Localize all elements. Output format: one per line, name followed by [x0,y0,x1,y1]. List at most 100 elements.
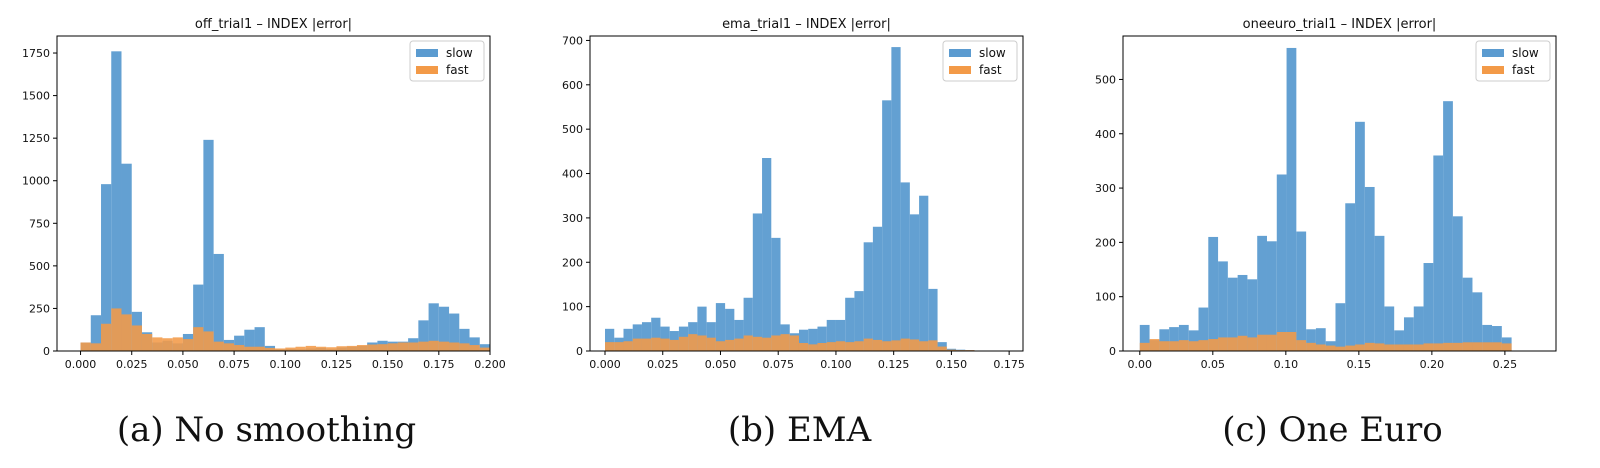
y-tick-label: 0 [43,345,50,358]
bar-slow [706,322,716,351]
bar-fast [946,349,957,351]
bar-slow [909,214,920,351]
y-tick-label: 1500 [22,90,50,103]
x-tick-label: 0.125 [321,358,353,371]
bar-slow [1355,121,1365,351]
bar-fast [315,346,327,351]
bar-fast [734,338,744,351]
x-tick-label: 0.100 [270,358,302,371]
bar-fast [1433,343,1444,351]
x-tick-label: 0.075 [218,358,250,371]
x-tick-label: 0.200 [474,358,506,371]
x-tick-label: 0.00 [1128,358,1153,371]
bar-slow [1276,174,1287,351]
histogram-c: oneeuro_trial1 – INDEX |error| 0 100 200 300… [1095,17,1557,371]
bar-fast [1266,334,1277,351]
bar-slow [121,163,132,351]
bar-fast [900,338,910,351]
legend-swatch-slow [949,49,971,57]
x-tick-label: 0.175 [423,358,455,371]
bar-slow [752,213,763,351]
legend-swatch-fast [949,66,971,74]
x-tick-label: 0.075 [762,358,794,371]
bar-fast [367,344,378,351]
bar-fast [688,334,698,351]
bar-slow [1247,279,1258,351]
y-tick-label: 300 [1095,182,1116,195]
bar-fast [1257,334,1267,351]
chart-title: off_trial1 – INDEX |error| [195,17,352,32]
bar-fast [725,339,735,351]
bar-slow [835,319,846,351]
bar-slow [1306,329,1316,351]
bar-fast [1169,341,1179,351]
bar-fast [660,338,670,351]
y-tick-label: 400 [562,168,583,181]
y-tick-label: 700 [562,34,583,47]
bar-slow [743,297,753,351]
panel-a: off_trial1 – INDEX |error| 0 250 500 750 1000… [0,0,533,468]
bar-fast [1394,344,1404,351]
bar-fast [715,341,726,351]
chart-title: ema_trial1 – INDEX |error| [722,17,891,32]
bar-fast [387,343,398,351]
bar-fast [1315,344,1326,351]
y-tick-label: 600 [562,79,583,92]
bar-fast [1188,341,1199,351]
bar-slow [418,320,429,351]
bar-fast [1443,342,1453,351]
bar-slow [203,139,214,351]
bar-slow [1462,277,1473,351]
bar-slow [1159,329,1170,351]
bar-fast [90,343,102,351]
bar-fast [1384,344,1395,351]
bar-slow [623,328,633,351]
bar-fast [817,343,827,351]
bar-fast [780,334,790,351]
bar-slow [1169,327,1179,351]
bar-fast [743,335,753,351]
bar-fast [1501,343,1512,351]
bar-fast [919,341,929,351]
bar-slow [725,308,735,351]
bar-slow [715,303,726,351]
bar-fast [1403,344,1414,351]
bar-fast [771,335,781,351]
bar-fast [1237,335,1248,351]
bar-fast [213,341,224,351]
legend: slow fast [942,40,1018,82]
legend-label-slow: slow [979,46,1006,60]
bar-fast [1452,342,1463,351]
bar-fast [141,333,153,351]
bar-fast [1159,341,1170,351]
bar-fast [614,342,624,351]
bar-slow [798,329,809,351]
x-tick-label: 0.125 [878,358,910,371]
bar-fast [346,345,357,351]
bar-slow [1492,326,1502,351]
x-tick-label: 0.150 [372,358,404,371]
bar-fast [1325,345,1336,351]
bar-slow [632,324,642,351]
bar-fast [285,347,296,351]
y-tick-label: 500 [562,123,583,136]
x-tick-label: 0.050 [705,358,737,371]
bar-slow [641,322,652,351]
bar-slow [771,237,781,351]
bar-slow [1413,306,1424,351]
bar-fast [449,342,460,351]
y-tick-label: 300 [562,212,583,225]
legend-label-fast: fast [446,63,469,77]
bar-slow [1315,328,1326,351]
series-slow [1139,47,1512,351]
y-tick-label: 100 [562,301,583,314]
x-tick-label: 0.025 [116,358,148,371]
bar-slow [438,306,450,351]
bar-slow [863,242,873,351]
bar-slow [1139,324,1150,351]
bar-fast [438,341,450,351]
bar-slow [919,195,929,351]
bar-fast [172,337,183,351]
bar-fast [418,341,429,351]
bar-slow [872,226,883,351]
